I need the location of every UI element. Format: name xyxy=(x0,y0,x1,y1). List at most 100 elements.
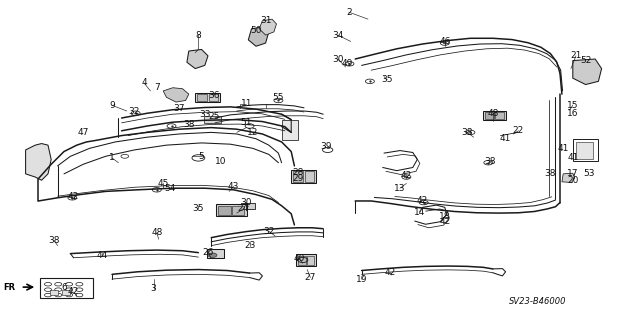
Bar xyxy=(307,256,314,265)
Polygon shape xyxy=(163,88,189,102)
Text: 32: 32 xyxy=(263,227,275,236)
Text: 15: 15 xyxy=(567,101,579,110)
Text: 49: 49 xyxy=(341,59,353,68)
Text: 42: 42 xyxy=(68,287,79,296)
Text: 40: 40 xyxy=(293,254,305,263)
Bar xyxy=(195,93,220,102)
Text: 6: 6 xyxy=(61,283,67,292)
Bar xyxy=(241,203,255,209)
Text: 42: 42 xyxy=(401,171,412,180)
Text: 38: 38 xyxy=(484,157,495,166)
Text: 36: 36 xyxy=(209,91,220,100)
Text: 54: 54 xyxy=(164,184,175,193)
Text: 42: 42 xyxy=(439,217,451,226)
Text: 23: 23 xyxy=(244,241,255,250)
Text: 7: 7 xyxy=(154,83,159,92)
Text: 27: 27 xyxy=(305,273,316,282)
Bar xyxy=(197,94,207,101)
Bar xyxy=(218,206,231,215)
Bar xyxy=(293,171,303,182)
Text: 31: 31 xyxy=(260,16,271,25)
Text: 4: 4 xyxy=(141,78,147,87)
Text: 38: 38 xyxy=(461,128,473,137)
Text: 45: 45 xyxy=(157,179,169,188)
Text: 16: 16 xyxy=(567,109,579,118)
Text: 5: 5 xyxy=(199,152,204,161)
Text: 11: 11 xyxy=(241,99,252,108)
Bar xyxy=(576,142,593,159)
Text: 51: 51 xyxy=(241,118,252,127)
Text: 46: 46 xyxy=(439,37,451,46)
Text: FR: FR xyxy=(3,283,15,292)
Polygon shape xyxy=(573,59,602,85)
Text: 12: 12 xyxy=(247,128,259,137)
Text: 53: 53 xyxy=(583,169,595,178)
Text: 32: 32 xyxy=(129,107,140,116)
Text: 33: 33 xyxy=(199,110,211,119)
Bar xyxy=(483,111,506,120)
Text: SV23-B46000: SV23-B46000 xyxy=(509,297,566,306)
Text: 44: 44 xyxy=(97,251,108,260)
Text: 41: 41 xyxy=(557,144,569,153)
Text: 1: 1 xyxy=(109,153,115,162)
Text: 25: 25 xyxy=(209,112,220,121)
Text: 28: 28 xyxy=(292,168,303,177)
Bar xyxy=(209,94,218,101)
Text: 18: 18 xyxy=(439,212,451,221)
Text: 35: 35 xyxy=(193,204,204,213)
Polygon shape xyxy=(248,27,269,46)
Text: 34: 34 xyxy=(332,31,344,40)
Bar xyxy=(291,170,316,183)
Text: 52: 52 xyxy=(580,56,591,65)
Bar xyxy=(50,290,58,295)
Bar xyxy=(495,112,504,119)
Bar xyxy=(296,254,316,266)
Text: 24: 24 xyxy=(237,204,249,213)
Text: 50: 50 xyxy=(250,26,262,35)
Text: 35: 35 xyxy=(381,75,393,84)
Bar xyxy=(62,290,70,295)
Circle shape xyxy=(208,253,217,257)
Bar xyxy=(40,278,93,298)
Text: 41: 41 xyxy=(500,134,511,143)
Bar xyxy=(485,112,494,119)
Text: 38: 38 xyxy=(545,169,556,178)
Text: 47: 47 xyxy=(77,128,89,137)
Bar xyxy=(232,206,244,215)
Polygon shape xyxy=(187,49,208,69)
Text: 22: 22 xyxy=(513,126,524,135)
Text: 42: 42 xyxy=(385,268,396,277)
Text: 39: 39 xyxy=(321,142,332,151)
Text: 41: 41 xyxy=(567,153,579,162)
Text: 8: 8 xyxy=(196,31,201,40)
Bar xyxy=(573,139,598,161)
Text: 14: 14 xyxy=(413,208,425,217)
Text: 21: 21 xyxy=(570,51,582,60)
Text: 13: 13 xyxy=(394,184,406,193)
Bar xyxy=(282,120,298,140)
Text: 26: 26 xyxy=(202,248,214,256)
Text: 38: 38 xyxy=(183,120,195,129)
Polygon shape xyxy=(562,173,575,182)
Text: 55: 55 xyxy=(273,93,284,102)
Text: 48: 48 xyxy=(151,228,163,237)
Text: 19: 19 xyxy=(356,275,367,284)
Bar xyxy=(207,249,224,258)
Bar xyxy=(298,256,306,265)
Text: 17: 17 xyxy=(567,169,579,178)
Text: 43: 43 xyxy=(228,182,239,191)
Text: 29: 29 xyxy=(292,174,303,183)
Bar xyxy=(216,204,247,216)
Text: 2: 2 xyxy=(346,8,351,17)
Bar xyxy=(204,116,221,123)
Text: 42: 42 xyxy=(68,192,79,201)
Text: 48: 48 xyxy=(487,109,499,118)
Text: 42: 42 xyxy=(417,197,428,205)
Text: 3: 3 xyxy=(151,284,156,293)
Text: 38: 38 xyxy=(49,236,60,245)
Polygon shape xyxy=(259,19,276,35)
Text: 37: 37 xyxy=(173,104,185,113)
Text: 10: 10 xyxy=(215,157,227,166)
Polygon shape xyxy=(26,144,51,180)
Bar xyxy=(305,171,314,182)
